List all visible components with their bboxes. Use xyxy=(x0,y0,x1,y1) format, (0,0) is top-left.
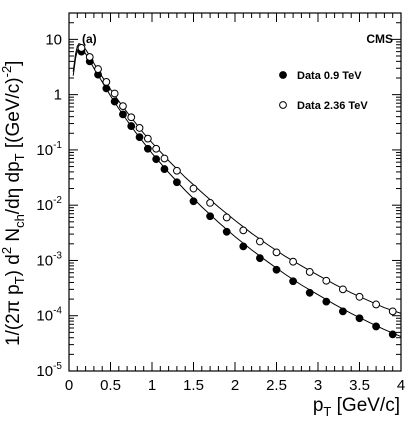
data-point-filled xyxy=(322,297,331,306)
data-point-open xyxy=(322,276,331,285)
data-point-open xyxy=(289,257,298,266)
data-point-filled xyxy=(289,277,298,286)
y-tick-label: 10-3 xyxy=(36,250,62,269)
y-tick-label: 10-5 xyxy=(36,361,62,380)
data-point-filled xyxy=(222,227,231,236)
data-point-filled xyxy=(110,97,119,106)
data-point-filled xyxy=(372,322,381,331)
x-tick-label: 3 xyxy=(314,377,322,394)
data-point-open xyxy=(152,144,161,153)
data-point-open xyxy=(160,154,169,163)
data-point-open xyxy=(94,65,102,73)
data-point-filled xyxy=(119,110,127,119)
data-point-filled xyxy=(272,265,281,274)
data-point-open xyxy=(239,226,248,235)
data-point-filled xyxy=(355,314,364,323)
x-tick-label: 0.5 xyxy=(100,377,121,394)
experiment-label: CMS xyxy=(366,32,393,46)
data-point-open xyxy=(143,134,152,143)
data-point-filled xyxy=(152,155,161,164)
data-point-open xyxy=(222,213,231,222)
data-point-open xyxy=(102,78,111,86)
data-point-open xyxy=(110,89,119,98)
x-tick-label: 4 xyxy=(397,377,405,394)
data-point-open xyxy=(206,198,215,207)
data-point-filled xyxy=(206,212,215,221)
x-tick-label: 2.5 xyxy=(266,377,287,394)
data-point-open xyxy=(355,292,364,301)
data-point-open xyxy=(85,53,94,61)
data-point-filled xyxy=(388,330,397,339)
y-tick-label: 10-4 xyxy=(36,306,62,325)
x-axis-title: pT [GeV/c] xyxy=(313,395,400,419)
data-point-filled xyxy=(256,254,264,263)
legend: Data 0.9 TeV Data 2.36 TeV xyxy=(279,70,368,112)
data-point-filled xyxy=(189,197,198,206)
y-tick-labels: 10 1 10-1 10-2 10-3 10-4 10-5 xyxy=(36,31,62,380)
data-point-open xyxy=(339,285,347,294)
data-point-open xyxy=(305,268,314,276)
x-tick-label: 0 xyxy=(65,377,73,394)
x-tick-label: 3.5 xyxy=(349,377,370,394)
panel-label: (a) xyxy=(82,32,97,46)
data-point-filled xyxy=(339,307,347,316)
data-point-open xyxy=(173,166,181,175)
y-tick-label: 1 xyxy=(54,87,62,104)
data-point-open xyxy=(372,300,381,309)
x-tick-label: 1.5 xyxy=(183,377,204,394)
data-point-open xyxy=(272,248,281,257)
data-point-filled xyxy=(173,178,181,187)
data-point-filled xyxy=(160,165,169,173)
legend-marker-filled xyxy=(279,71,287,79)
plot-frame xyxy=(68,12,402,372)
data-point-open xyxy=(77,44,86,52)
data-point-filled xyxy=(305,288,314,297)
data-point-open xyxy=(256,237,264,246)
legend-marker-open xyxy=(279,101,287,109)
y-axis-title: 1/(2π pT) d2 Nch/dη dpT [(GeV/c)-2] xyxy=(0,61,27,346)
legend-label: Data 2.36 TeV xyxy=(297,100,368,112)
data-point-filled xyxy=(135,133,144,142)
data-point-filled xyxy=(143,144,152,153)
data-points xyxy=(77,44,397,339)
data-point-filled xyxy=(102,84,111,93)
x-tick-labels: 0 0.5 1 1.5 2 2.5 3 3.5 4 xyxy=(65,377,405,394)
y-tick-label: 10-2 xyxy=(36,195,62,214)
data-point-open xyxy=(189,184,198,193)
data-point-open xyxy=(119,102,127,111)
x-tick-label: 2 xyxy=(231,377,239,394)
data-point-open xyxy=(127,113,136,122)
data-point-filled xyxy=(239,242,248,251)
data-point-filled xyxy=(127,122,136,130)
minor-ticks xyxy=(69,12,401,371)
data-point-open xyxy=(388,307,397,316)
y-tick-label: 10-1 xyxy=(36,140,62,159)
y-tick-label: 10 xyxy=(45,31,62,48)
data-point-open xyxy=(135,124,144,132)
x-tick-label: 1 xyxy=(148,377,156,394)
legend-label: Data 0.9 TeV xyxy=(297,70,362,82)
